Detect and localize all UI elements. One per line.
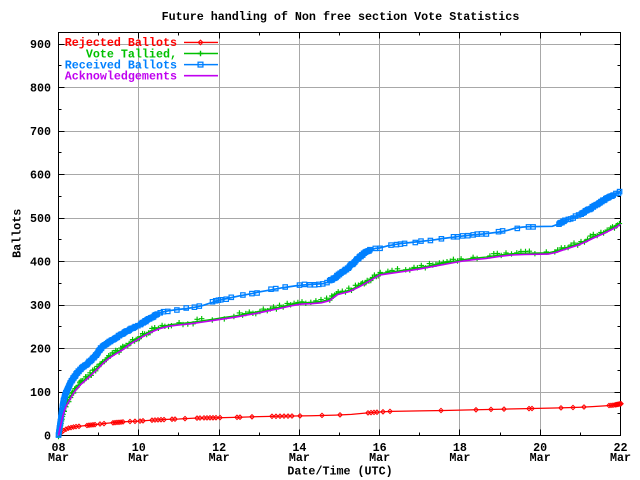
svg-text:Ballots: Ballots [11,209,25,258]
svg-text:14: 14 [292,441,306,455]
svg-text:Mar: Mar [48,451,69,465]
svg-text:0: 0 [44,429,51,443]
svg-text:900: 900 [30,38,51,52]
svg-text:12: 12 [212,441,226,455]
svg-text:500: 500 [30,212,51,226]
svg-text:Mar: Mar [289,451,310,465]
svg-text:Mar: Mar [610,451,631,465]
svg-text:Vote Tallied,: Vote Tallied, [86,47,177,61]
svg-text:300: 300 [30,299,51,313]
svg-text:Received Ballots: Received Ballots [65,58,177,72]
svg-text:08: 08 [51,441,65,455]
svg-text:100: 100 [30,386,51,400]
svg-text:16: 16 [373,441,387,455]
svg-text:Acknowledgements: Acknowledgements [65,70,177,84]
svg-text:Mar: Mar [530,451,551,465]
svg-text:800: 800 [30,81,51,95]
svg-text:200: 200 [30,342,51,356]
svg-text:700: 700 [30,125,51,139]
svg-text:Future handling of Non free se: Future handling of Non free section Vote… [162,10,520,24]
svg-text:600: 600 [30,168,51,182]
svg-text:Mar: Mar [449,451,470,465]
svg-text:10: 10 [132,441,146,455]
svg-text:Date/Time (UTC): Date/Time (UTC) [287,464,392,478]
svg-text:Mar: Mar [369,451,390,465]
svg-text:Rejected Ballots: Rejected Ballots [65,36,177,50]
svg-text:Mar: Mar [128,451,149,465]
svg-text:18: 18 [453,441,467,455]
svg-text:400: 400 [30,255,51,269]
svg-text:22: 22 [613,441,627,455]
svg-text:Mar: Mar [209,451,230,465]
svg-text:20: 20 [533,441,547,455]
